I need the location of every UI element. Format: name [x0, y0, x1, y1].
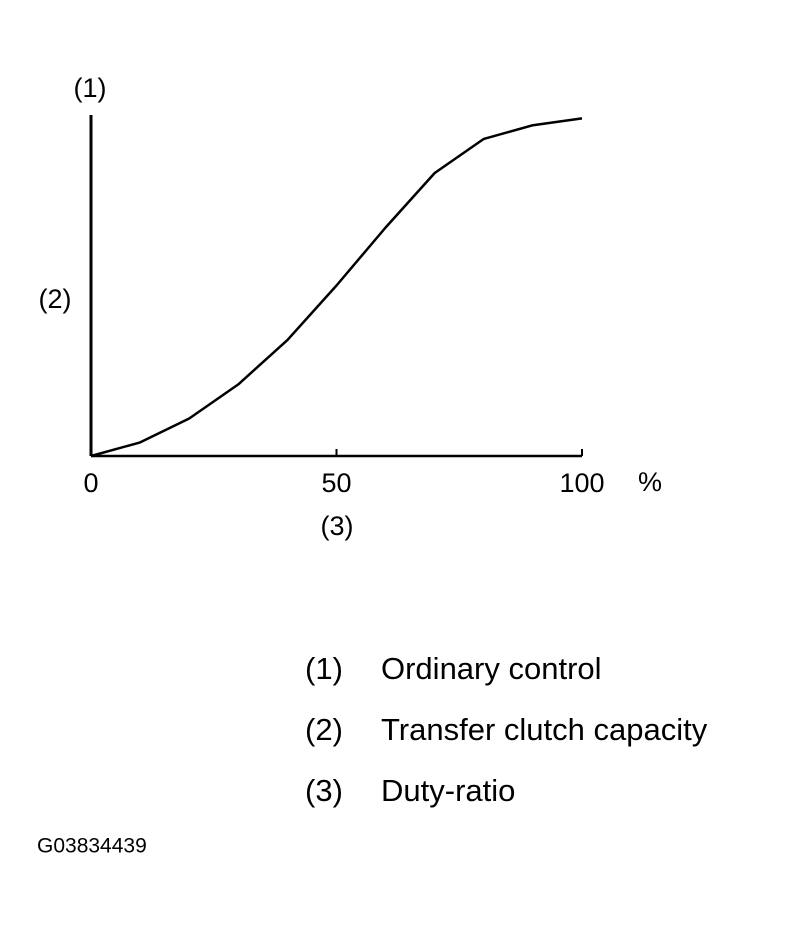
x-axis-label: (3)	[321, 511, 354, 541]
legend-text: Duty-ratio	[381, 773, 515, 808]
x-unit: %	[638, 467, 662, 497]
y-axis-label: (2)	[39, 284, 72, 314]
figure-id: G03834439	[37, 835, 147, 858]
legend-key: (2)	[305, 712, 343, 747]
legend-key: (3)	[305, 773, 343, 808]
x-tick-label: 50	[321, 468, 351, 498]
legend-key: (1)	[305, 651, 343, 686]
legend-text: Ordinary control	[381, 651, 602, 686]
x-tick-label: 100	[559, 468, 604, 498]
legend-text: Transfer clutch capacity	[381, 712, 708, 747]
top-label: (1)	[74, 73, 107, 103]
x-tick-label: 0	[83, 468, 98, 498]
curve	[90, 117, 583, 458]
